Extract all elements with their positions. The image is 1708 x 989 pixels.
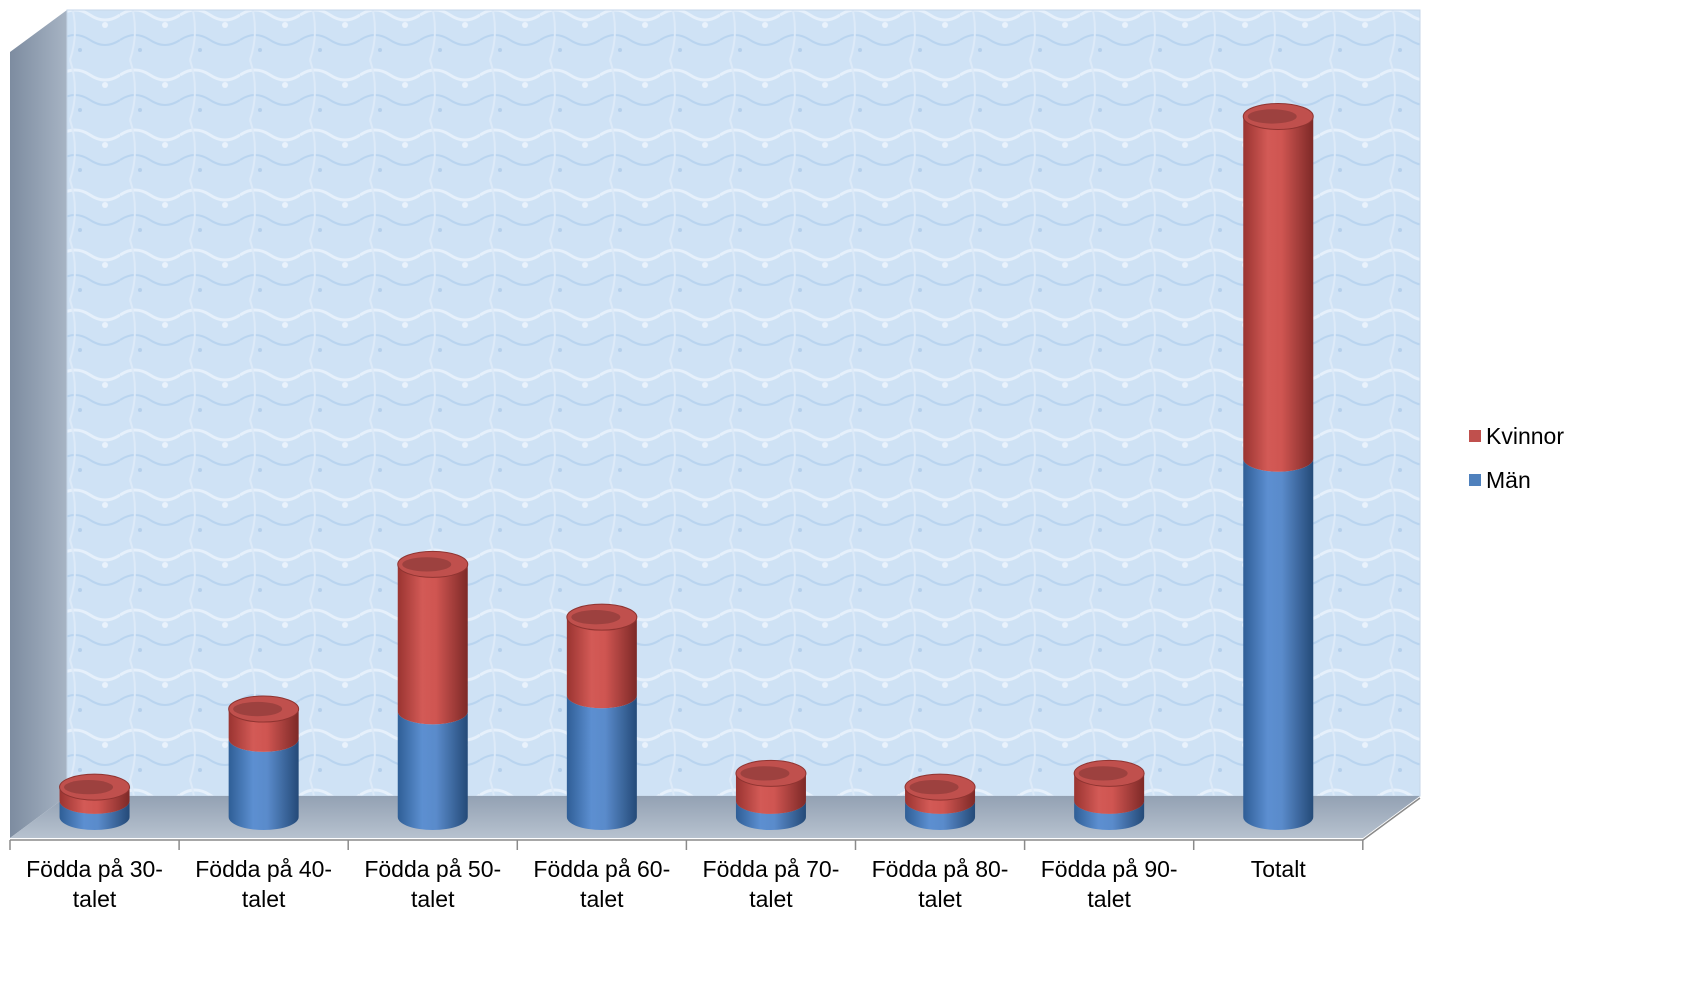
- bar-fodda-pa-40-talet: [228, 695, 300, 831]
- bar-top-shade: [233, 701, 283, 717]
- x-tick-label: Födda på 90-talet: [1041, 856, 1178, 912]
- bar-top-shade: [1247, 109, 1297, 124]
- bars: [59, 102, 1314, 831]
- x-axis-labels: Födda på 30-talet Födda på 40-talet Födda …: [26, 856, 1306, 912]
- bar-fodda-pa-30-talet: [59, 773, 131, 831]
- bar-totalt: [1242, 102, 1314, 831]
- bar-fodda-pa-90-talet: [1073, 759, 1145, 831]
- floor: [10, 796, 1420, 838]
- bar-top-shade: [909, 779, 959, 795]
- bar-top-shade: [402, 557, 452, 572]
- back-wall: [66, 9, 1421, 797]
- bar-top-cap: [1073, 759, 1145, 787]
- legend-label-man: Män: [1486, 467, 1531, 493]
- bar-segment-kvinnor-fodda-pa-60-talet: [566, 617, 637, 709]
- bar-fodda-pa-50-talet: [397, 550, 469, 831]
- bar-segment-kvinnor-totalt: [1243, 116, 1314, 472]
- bar-fodda-pa-60-talet: [566, 603, 638, 831]
- x-axis-ticks: [9, 840, 1364, 850]
- bar-top-cap: [735, 759, 807, 787]
- legend-label-kvinnor: Kvinnor: [1486, 423, 1564, 449]
- bar-segment-kvinnor-fodda-pa-70-talet: [735, 773, 806, 814]
- bar-top-shade: [64, 779, 114, 795]
- bar-top-cap: [1242, 102, 1314, 130]
- bar-segment-man-totalt: [1243, 458, 1314, 831]
- bar-fodda-pa-70-talet: [735, 759, 807, 831]
- bar-segment-man-fodda-pa-60-talet: [566, 695, 637, 831]
- floor-right-edge: [1362, 797, 1421, 841]
- legend-swatch-man: [1469, 474, 1481, 486]
- legend-swatch-kvinnor: [1469, 430, 1481, 442]
- bar-top-cap: [228, 695, 300, 723]
- x-tick-label: Totalt: [1251, 856, 1307, 882]
- bar-top-shade: [740, 766, 790, 781]
- bar-top-shade: [571, 610, 621, 625]
- bar-fodda-pa-80-talet: [904, 773, 976, 831]
- x-tick-label: Födda på 80-talet: [872, 856, 1009, 912]
- bar-top-cap: [904, 773, 976, 801]
- x-tick-label: Födda på 50-talet: [364, 856, 501, 912]
- x-tick-label: Födda på 40-talet: [195, 856, 332, 912]
- x-tick-label: Födda på 30-talet: [26, 856, 163, 912]
- x-tick-label: Födda på 70-talet: [703, 856, 840, 912]
- bar-segment-kvinnor-fodda-pa-50-talet: [397, 564, 468, 725]
- bar-segment-man-fodda-pa-30-talet: [59, 800, 130, 831]
- bar-segment-man-fodda-pa-80-talet: [905, 800, 976, 831]
- left-side-wall: [10, 10, 67, 838]
- bar-segment-man-fodda-pa-40-talet: [228, 738, 299, 831]
- bar-top-cap: [566, 603, 638, 631]
- bar-top-cap: [59, 773, 131, 801]
- bar-segment-man-fodda-pa-50-talet: [397, 711, 468, 831]
- bar-segment-kvinnor-fodda-pa-90-talet: [1074, 773, 1145, 814]
- legend: Kvinnor Män: [1469, 423, 1564, 493]
- bar-top-shade: [1078, 766, 1128, 781]
- bar-segment-man-fodda-pa-90-talet: [1074, 800, 1145, 831]
- bar-segment-kvinnor-fodda-pa-40-talet: [228, 709, 299, 752]
- bar-top-cap: [397, 550, 469, 578]
- bar-segment-man-fodda-pa-70-talet: [735, 800, 806, 831]
- x-tick-label: Födda på 60-talet: [533, 856, 670, 912]
